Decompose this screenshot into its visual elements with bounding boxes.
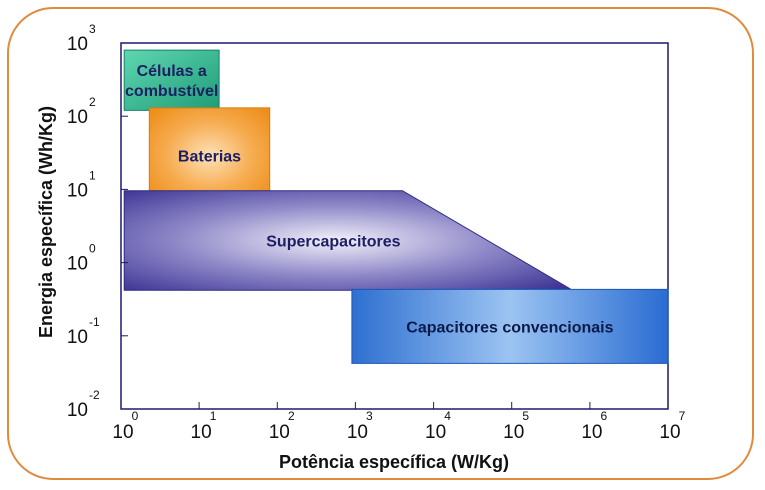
x-tick-label-base: 10 bbox=[581, 422, 602, 443]
region-label-celulas-a-combustivel-line-1: Células a bbox=[137, 63, 207, 80]
y-tick-label-exponent: -1 bbox=[89, 315, 100, 329]
chart-frame bbox=[7, 7, 754, 480]
x-tick-label-exponent: 6 bbox=[601, 409, 608, 423]
x-tick-label-exponent: 4 bbox=[444, 409, 451, 423]
y-tick-label-base: 10 bbox=[67, 400, 88, 421]
x-tick-label-base: 10 bbox=[425, 422, 446, 443]
x-tick-label-exponent: 0 bbox=[132, 409, 139, 423]
region-capacitores-convencionais bbox=[351, 288, 669, 364]
x-tick-label-exponent: 7 bbox=[679, 409, 686, 423]
x-axis-title: Potência específica (W/Kg) bbox=[279, 452, 509, 472]
y-axis-title: Energia específica (Wh/Kg) bbox=[36, 106, 56, 338]
x-tick-label-exponent: 1 bbox=[210, 409, 217, 423]
y-tick-label-exponent: -2 bbox=[89, 388, 100, 402]
y-tick-label-exponent: 2 bbox=[89, 95, 96, 109]
y-tick-label-base: 10 bbox=[67, 34, 88, 55]
y-tick-label-base: 10 bbox=[67, 327, 88, 348]
y-tick-label-exponent: 1 bbox=[89, 168, 96, 182]
region-label-celulas-a-combustivel-line-2: combustível bbox=[125, 83, 218, 100]
x-tick-label-exponent: 3 bbox=[366, 409, 373, 423]
region-celulas-a-combustivel bbox=[123, 49, 220, 111]
x-tick-label-base: 10 bbox=[191, 422, 212, 443]
x-tick-label-base: 10 bbox=[347, 422, 368, 443]
region-label-supercapacitores: Supercapacitores bbox=[266, 233, 400, 250]
x-tick-label-exponent: 5 bbox=[522, 409, 529, 423]
x-tick-label-base: 10 bbox=[503, 422, 524, 443]
y-tick-label-exponent: 0 bbox=[89, 242, 96, 256]
x-tick-label-base: 10 bbox=[269, 422, 290, 443]
region-label-baterias: Baterias bbox=[178, 149, 241, 166]
y-tick-label-exponent: 3 bbox=[89, 22, 96, 36]
x-tick-label-exponent: 2 bbox=[288, 409, 295, 423]
region-label-capacitores-convencionais: Capacitores convencionais bbox=[406, 319, 613, 336]
x-tick-label-base: 10 bbox=[659, 422, 680, 443]
y-tick-label-base: 10 bbox=[67, 180, 88, 201]
y-tick-label-base: 10 bbox=[67, 254, 88, 275]
x-tick-label-base: 10 bbox=[112, 422, 133, 443]
y-tick-label-base: 10 bbox=[67, 107, 88, 128]
